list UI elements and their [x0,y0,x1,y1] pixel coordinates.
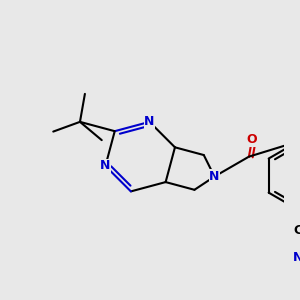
Text: N: N [144,116,155,128]
Text: N: N [209,170,220,183]
Text: N: N [100,159,111,172]
Text: N: N [293,250,300,263]
Text: O: O [247,134,257,146]
Text: C: C [294,224,300,237]
